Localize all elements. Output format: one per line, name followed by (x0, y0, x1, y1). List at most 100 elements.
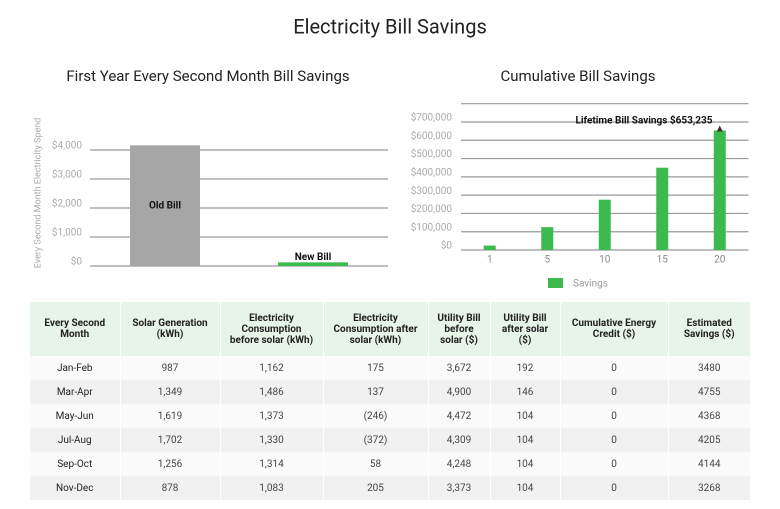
table-row: Nov-Dec 878 1,083 205 3,373 104 0 3268 (30, 476, 750, 500)
table-cell: 192 (489, 356, 560, 380)
bar (483, 245, 496, 250)
row-header: Jul-Aug (30, 428, 120, 452)
table-cell: 987 (119, 356, 220, 380)
y-tick-label: $300,000 (411, 184, 453, 197)
table-cell: 3480 (667, 356, 750, 380)
bar (541, 227, 554, 250)
table-cell: 175 (322, 356, 428, 380)
table-cell: 4368 (667, 404, 750, 428)
y-tick-label: $1,000 (52, 226, 82, 239)
table-cell: 1,162 (219, 356, 323, 380)
row-header: May-Jun (30, 404, 120, 428)
table-cell: 4755 (667, 380, 750, 404)
table-cell: 1,702 (119, 428, 220, 452)
bar (713, 130, 726, 250)
table-row: May-Jun 1,619 1,373 (246) 4,472 104 0 4368 (30, 404, 750, 428)
y-tick-label: $0 (441, 239, 453, 252)
column-header: Solar Generation (kWh) (119, 302, 220, 356)
chart-title: First Year Every Second Month Bill Savin… (66, 67, 349, 85)
table-cell: 4,472 (427, 404, 490, 428)
table-cell: 0 (559, 428, 668, 452)
table-cell: 3,373 (427, 476, 490, 500)
y-tick-label: $100,000 (411, 220, 453, 233)
chart-title: Cumulative Bill Savings (501, 67, 656, 85)
table-cell: (372) (322, 428, 428, 452)
y-tick-label: $700,000 (411, 111, 453, 124)
column-header: Cumulative Energy Credit ($) (559, 302, 668, 356)
bar-label: New Bill (295, 252, 332, 263)
table-cell: 0 (559, 404, 668, 428)
table-cell: 58 (322, 452, 428, 476)
x-tick-label: 20 (714, 255, 726, 266)
table-cell: 878 (119, 476, 220, 500)
y-tick-label: $4,000 (52, 139, 82, 152)
y-tick-label: $0 (71, 255, 83, 268)
annotation: Lifetime Bill Savings $653,235 (575, 114, 712, 127)
x-tick-label: 10 (599, 255, 611, 266)
table-cell: 146 (489, 380, 560, 404)
y-axis-label: Every Second Month Electricity Spend (33, 118, 43, 269)
column-header: Utility Bill after solar ($) (489, 302, 560, 356)
bar-label: Old Bill (149, 200, 181, 211)
table-cell: 1,256 (119, 452, 220, 476)
table-cell: 104 (489, 452, 560, 476)
bar (656, 167, 669, 250)
table-cell: 0 (559, 476, 668, 500)
table-row: Jul-Aug 1,702 1,330 (372) 4,309 104 0 4205 (30, 428, 750, 452)
row-header: Jan-Feb (30, 356, 120, 380)
table-cell: 3268 (667, 476, 750, 500)
header-row: Every Second Month Solar Generation (kWh)… (30, 302, 750, 356)
y-tick-label: $500,000 (411, 147, 453, 160)
table-cell: 137 (322, 380, 428, 404)
table-cell: 4144 (667, 452, 750, 476)
table-cell: 4,900 (427, 380, 490, 404)
table-row: Mar-Apr 1,349 1,486 137 4,900 146 0 4755 (30, 380, 750, 404)
y-tick-label: $600,000 (411, 129, 453, 142)
table-cell: 104 (489, 404, 560, 428)
table-cell: 4,309 (427, 428, 490, 452)
y-tick-label: $200,000 (411, 202, 453, 215)
table-cell: 0 (559, 380, 668, 404)
table-cell: 104 (489, 476, 560, 500)
annotation-marker (716, 125, 723, 132)
bar (278, 262, 348, 266)
table-cell: 0 (559, 356, 668, 380)
table-row: Jan-Feb 987 1,162 175 3,672 192 0 3480 (30, 356, 750, 380)
column-header: Utility Bill before solar ($) (427, 302, 490, 356)
table-cell: 104 (489, 428, 560, 452)
table-cell: 0 (559, 452, 668, 476)
table-cell: 1,486 (219, 380, 323, 404)
legend-label: Savings (573, 279, 608, 290)
page-title: Electricity Bill Savings (293, 14, 487, 38)
table-cell: 1,349 (119, 380, 220, 404)
row-header: Nov-Dec (30, 476, 120, 500)
savings-table: Every Second Month Solar Generation (kWh)… (30, 302, 750, 500)
table-cell: 1,619 (119, 404, 220, 428)
table-cell: (246) (322, 404, 428, 428)
x-tick-label: 15 (657, 255, 669, 266)
table-row: Sep-Oct 1,256 1,314 58 4,248 104 0 4144 (30, 452, 750, 476)
row-header: Mar-Apr (30, 380, 120, 404)
column-header: Electricity Consumption after solar (kWh… (322, 302, 428, 356)
table-cell: 1,373 (219, 404, 323, 428)
table-cell: 4205 (667, 428, 750, 452)
table-cell: 1,083 (219, 476, 323, 500)
table-cell: 1,314 (219, 452, 323, 476)
table-cell: 205 (322, 476, 428, 500)
column-header: Electricity Consumption before solar (kW… (219, 302, 323, 356)
y-tick-label: $3,000 (52, 168, 82, 181)
column-header: Estimated Savings ($) (667, 302, 750, 356)
y-tick-label: $400,000 (411, 165, 453, 178)
table-cell: 4,248 (427, 452, 490, 476)
charts: Electricity Bill Savings First Year Ever… (33, 14, 749, 290)
table-cell: 3,672 (427, 356, 490, 380)
row-header: Sep-Oct (30, 452, 120, 476)
bar (130, 145, 200, 266)
bar (598, 199, 611, 250)
x-tick-label: 1 (487, 255, 493, 266)
legend-swatch (548, 278, 563, 288)
x-tick-label: 5 (544, 255, 550, 266)
column-header: Every Second Month (30, 302, 120, 356)
table-cell: 1,330 (219, 428, 323, 452)
